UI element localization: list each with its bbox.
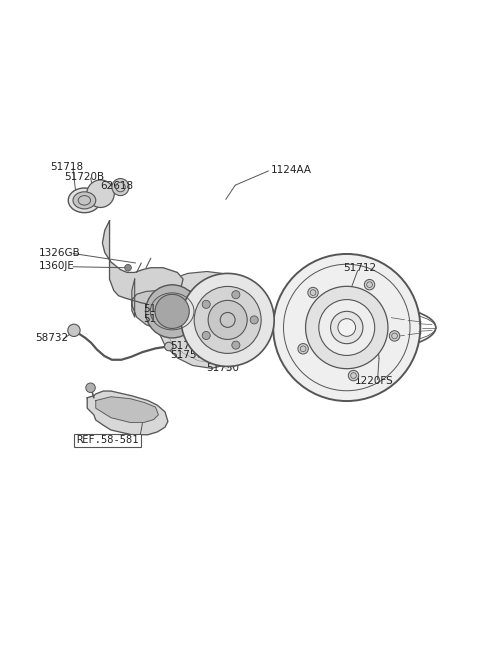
Circle shape: [230, 333, 239, 342]
Circle shape: [308, 288, 318, 298]
Text: 58732: 58732: [35, 333, 68, 343]
Circle shape: [202, 300, 210, 309]
Circle shape: [331, 311, 363, 344]
Polygon shape: [96, 397, 158, 422]
Circle shape: [68, 324, 80, 337]
Circle shape: [125, 265, 132, 271]
Circle shape: [364, 280, 375, 290]
Circle shape: [306, 286, 388, 369]
Circle shape: [250, 316, 258, 324]
Circle shape: [237, 341, 245, 349]
Circle shape: [87, 180, 114, 208]
Circle shape: [181, 273, 274, 366]
Circle shape: [112, 179, 129, 196]
Ellipse shape: [68, 188, 100, 213]
Circle shape: [86, 383, 96, 392]
Circle shape: [273, 254, 420, 401]
Circle shape: [202, 331, 210, 339]
Text: 51718: 51718: [50, 162, 84, 172]
Text: 51756: 51756: [170, 350, 203, 360]
Circle shape: [208, 301, 247, 339]
Text: 1220FS: 1220FS: [355, 375, 394, 386]
Polygon shape: [87, 391, 168, 435]
Text: 51752: 51752: [213, 350, 246, 360]
Circle shape: [194, 286, 261, 354]
Text: 1124AA: 1124AA: [271, 165, 312, 175]
Circle shape: [155, 294, 189, 328]
Text: REF.58-581: REF.58-581: [76, 436, 139, 445]
Text: 1360JE: 1360JE: [38, 261, 74, 271]
Circle shape: [319, 299, 375, 356]
Text: 62618: 62618: [100, 181, 133, 191]
Text: 51752: 51752: [213, 341, 246, 350]
Circle shape: [145, 285, 199, 338]
Circle shape: [338, 319, 356, 336]
Circle shape: [232, 291, 240, 299]
Circle shape: [165, 342, 173, 350]
Circle shape: [232, 341, 240, 349]
Text: 51750: 51750: [206, 363, 239, 373]
Text: 51715: 51715: [143, 305, 176, 314]
Text: 51720B: 51720B: [64, 172, 105, 181]
Polygon shape: [156, 272, 252, 368]
Text: 51755: 51755: [170, 341, 203, 350]
Circle shape: [298, 344, 308, 354]
Text: 51712: 51712: [343, 263, 376, 273]
Circle shape: [348, 370, 359, 381]
Text: 1326GB: 1326GB: [38, 248, 80, 257]
Polygon shape: [102, 221, 183, 305]
Circle shape: [389, 331, 400, 341]
Text: 51716: 51716: [143, 314, 176, 324]
Polygon shape: [132, 279, 208, 332]
Ellipse shape: [73, 192, 96, 209]
